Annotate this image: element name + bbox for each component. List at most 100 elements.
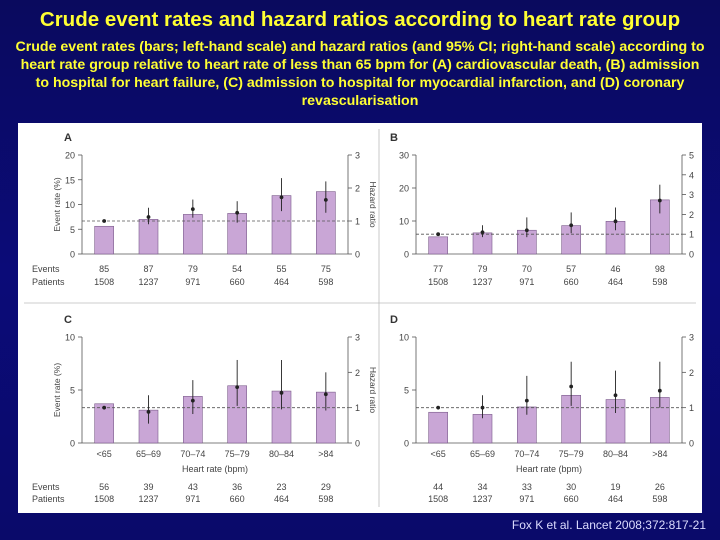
panel-c-xlabel: Heart rate (bpm) <box>182 464 248 474</box>
panel-c-left-tick-label: 10 <box>65 333 75 343</box>
panel-c-right-tick-label: 0 <box>355 439 360 449</box>
panel-d-category-label: 75–79 <box>559 449 584 459</box>
panel-c-events-value: 43 <box>188 482 198 492</box>
panel-d-right-tick-label: 1 <box>689 403 694 413</box>
panel-c-patients-value: 598 <box>318 494 333 504</box>
panel-d-category-label: 70–74 <box>514 449 539 459</box>
panel-a-patients-value: 1237 <box>138 277 158 287</box>
panel-b-left-tick-label: 10 <box>399 217 409 227</box>
panel-a-hr-point <box>102 219 107 223</box>
panel-d-events-value: 30 <box>566 482 576 492</box>
panel-a-hr-point <box>279 195 284 200</box>
panel-c-hr-point <box>235 385 240 390</box>
panel-b-events-value: 98 <box>655 264 665 274</box>
panel-d-bar <box>428 411 448 444</box>
panel-d-hr-point <box>657 388 662 393</box>
figure-panel: A 0 5 10 15 20 0 1 2 3 Event rate (%) Hazard ratio E… <box>18 123 702 513</box>
panel-d-hr-point <box>436 405 441 410</box>
panel-b-hr-point <box>524 228 529 233</box>
panel-c-events-row-label: Events <box>32 482 60 492</box>
panel-c-hr-point <box>323 392 328 397</box>
panel-a-right-tick-label: 3 <box>355 151 360 161</box>
panel-b-hr-point <box>569 223 574 228</box>
panel-d-category-label: 65–69 <box>470 449 495 459</box>
panel-d-right-tick-label: 2 <box>689 368 694 378</box>
panel-b-left-tick-label: 30 <box>399 151 409 161</box>
panel-b-right-tick-label: 1 <box>689 230 694 240</box>
panel-a-events-value: 87 <box>143 264 153 274</box>
panel-c-left-tick-label: 5 <box>70 386 75 396</box>
panel-c-events-value: 23 <box>276 482 286 492</box>
panel-c-patients-value: 464 <box>274 494 289 504</box>
panel-a-left-tick-label: 0 <box>70 250 75 260</box>
panel-b-events-value: 77 <box>433 264 443 274</box>
panel-d-bar <box>472 414 493 444</box>
panel-d-category-label: <65 <box>431 449 446 459</box>
panel-c-patients-value: 1237 <box>138 494 158 504</box>
panel-b-patients-value: 1237 <box>472 277 492 287</box>
panel-b-events-value: 46 <box>610 264 620 274</box>
panel-b-patients-value: 971 <box>519 277 534 287</box>
panel-a-left-tick-label: 20 <box>65 151 75 161</box>
panel-b-hr-point <box>436 232 441 237</box>
panel-c-hr-point <box>102 405 107 410</box>
panel-d-events-value: 26 <box>655 482 665 492</box>
panel-d-hr-point <box>524 398 529 403</box>
panel-c-category-label: >84 <box>318 449 333 459</box>
panel-b-hr-point <box>480 230 485 235</box>
panel-a-patients-value: 464 <box>274 277 289 287</box>
panel-a-events-value: 54 <box>232 264 242 274</box>
panel-c-category-label: 75–79 <box>225 449 250 459</box>
panel-c-bar <box>94 403 114 444</box>
panel-d-category-label: >84 <box>652 449 667 459</box>
panel-b-events-value: 57 <box>566 264 576 274</box>
panel-b-left-tick-label: 20 <box>399 184 409 194</box>
panel-a-events-value: 79 <box>188 264 198 274</box>
panel-a-right-tick-label: 1 <box>355 217 360 227</box>
panel-a-patients-row-label: Patients <box>32 277 65 287</box>
panel-c-hr-point <box>146 410 151 414</box>
panel-a-left-tick-label: 5 <box>70 225 75 235</box>
panel-b-hr-point <box>657 198 662 203</box>
panel-b-right-tick-label: 5 <box>689 151 694 161</box>
panel-d-hr-point <box>613 393 618 398</box>
panel-d-patients-value: 660 <box>564 494 579 504</box>
panel-c-patients-value: 971 <box>185 494 200 504</box>
panel-b-patients-value: 660 <box>564 277 579 287</box>
panel-c-hr-point <box>279 390 284 395</box>
panel-d-patients-value: 464 <box>608 494 623 504</box>
panel-c-hr-label: Hazard ratio <box>368 367 378 414</box>
panel-a-hr-point <box>190 207 195 212</box>
panel-a-patients-value: 971 <box>185 277 200 287</box>
panel-b-right-tick-label: 2 <box>689 210 694 220</box>
panel-c-patients-value: 1508 <box>94 494 114 504</box>
panel-d-patients-value: 1237 <box>472 494 492 504</box>
panel-d-right-tick-label: 0 <box>689 439 694 449</box>
panel-c-patients-value: 660 <box>230 494 245 504</box>
panel-c-ylabel: Event rate (%) <box>52 363 62 417</box>
panel-c-category-label: 70–74 <box>180 449 205 459</box>
panel-d-right-tick-label: 3 <box>689 333 694 343</box>
panel-a-right-tick-label: 2 <box>355 184 360 194</box>
panel-c-patients-row-label: Patients <box>32 494 65 504</box>
panel-b-right-tick-label: 0 <box>689 250 694 260</box>
panel-c-category-label: 80–84 <box>269 449 294 459</box>
panel-a-label: A <box>64 132 72 144</box>
slide-subtitle: Crude event rates (bars; left-hand scale… <box>15 39 705 109</box>
panel-a-bar <box>183 214 203 255</box>
citation: Fox K et al. Lancet 2008;372:817-21 <box>511 518 706 532</box>
panel-b-hr-point <box>613 219 618 224</box>
panel-b-events-value: 79 <box>477 264 487 274</box>
panel-b-patients-value: 1508 <box>428 277 448 287</box>
panel-a-events-value: 85 <box>99 264 109 274</box>
panel-c-right-tick-label: 2 <box>355 368 360 378</box>
panel-c-left-tick-label: 0 <box>70 439 75 449</box>
panel-d-events-value: 44 <box>433 482 443 492</box>
panel-d-patients-value: 971 <box>519 494 534 504</box>
panel-d-patients-value: 598 <box>652 494 667 504</box>
panel-d-events-value: 33 <box>522 482 532 492</box>
panel-a-bar <box>138 219 159 255</box>
panel-a-hr-point <box>323 197 328 202</box>
panel-a-left-tick-label: 10 <box>65 200 75 210</box>
panel-c-events-value: 36 <box>232 482 242 492</box>
